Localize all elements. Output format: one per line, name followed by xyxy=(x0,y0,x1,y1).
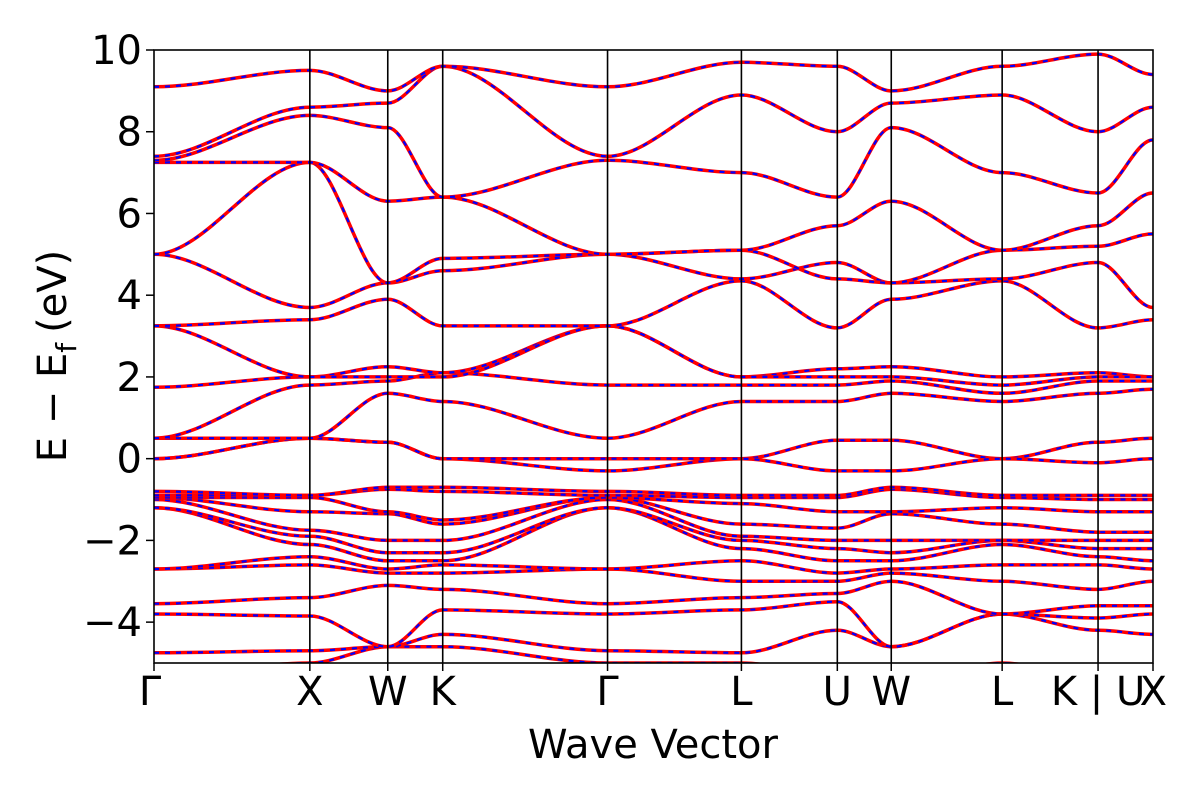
y-tick-label: 0 xyxy=(117,437,142,483)
band-line-dashed xyxy=(154,161,1153,256)
x-tick-label: W xyxy=(871,669,911,715)
x-tick-label: K | U xyxy=(1051,669,1145,715)
band-line-solid xyxy=(154,436,1153,473)
band-line-dashed xyxy=(154,65,1153,158)
band-line-solid xyxy=(154,563,1153,592)
band-line-dashed xyxy=(154,388,1153,440)
high-symmetry-lines xyxy=(309,50,1099,663)
y-tick-label: 4 xyxy=(117,273,142,319)
band-line-dashed xyxy=(154,486,1153,497)
band-line-dashed xyxy=(154,279,1153,330)
band-line-solid xyxy=(154,160,1153,285)
plot-frame xyxy=(153,49,1154,664)
x-tick-label: K xyxy=(430,669,458,715)
band-line-solid xyxy=(154,485,1153,498)
band-line-dashed xyxy=(154,52,1153,93)
band-line-solid xyxy=(154,495,1153,534)
y-axis-title-unit: (eV) xyxy=(30,250,76,333)
band-line-solid xyxy=(154,387,1153,440)
band-line-dashed xyxy=(154,563,1153,591)
band-line-dashed xyxy=(154,612,1153,654)
band-line-solid xyxy=(154,52,1153,93)
x-tick-label: Γ xyxy=(139,669,162,715)
band-line-dashed xyxy=(154,580,1153,616)
y-axis-title-main: E − E xyxy=(30,353,76,463)
band-line-dashed xyxy=(154,324,1153,387)
x-tick-label: W xyxy=(368,669,408,715)
band-line-dashed xyxy=(154,437,1153,472)
band-line-solid xyxy=(154,495,1153,522)
band-line-solid xyxy=(154,113,1153,199)
x-tick-label: U xyxy=(823,669,852,715)
band-line-solid xyxy=(154,279,1153,330)
band-line-solid xyxy=(154,160,1153,257)
band-lines xyxy=(154,52,1153,663)
y-axis-ticks: −4 −2 0 2 4 6 8 10 xyxy=(83,28,154,646)
band-line-solid xyxy=(272,644,1022,663)
y-tick-label: 8 xyxy=(117,110,142,156)
x-tick-label: L xyxy=(730,669,753,715)
band-line-solid xyxy=(154,579,1153,616)
x-tick-label: Γ xyxy=(596,669,619,715)
band-line-dashed xyxy=(154,600,1153,648)
band-line-dashed xyxy=(154,506,1153,562)
band-line-dashed xyxy=(154,555,1153,575)
y-tick-label: 6 xyxy=(117,191,142,237)
band-line-solid xyxy=(154,599,1153,649)
band-line-dashed xyxy=(154,488,1153,501)
x-tick-label: L xyxy=(991,669,1014,715)
band-line-dashed xyxy=(154,161,1153,285)
band-line-dashed xyxy=(154,253,1153,309)
y-axis-title: E − Ef (eV) xyxy=(30,250,83,463)
band-line-dashed xyxy=(154,498,1153,542)
y-tick-label: 2 xyxy=(117,355,142,401)
band-line-solid xyxy=(154,371,1153,440)
y-tick-label: −4 xyxy=(83,600,142,646)
y-tick-label: −2 xyxy=(83,518,142,564)
band-line-dashed xyxy=(154,114,1153,199)
x-tick-label: X xyxy=(296,669,323,715)
x-axis-title: Wave Vector xyxy=(528,722,779,768)
x-tick-label: X xyxy=(1140,669,1167,715)
band-line-solid xyxy=(154,612,1153,655)
y-axis-title-subscript: f xyxy=(50,342,83,353)
y-tick-label: 10 xyxy=(91,28,142,74)
